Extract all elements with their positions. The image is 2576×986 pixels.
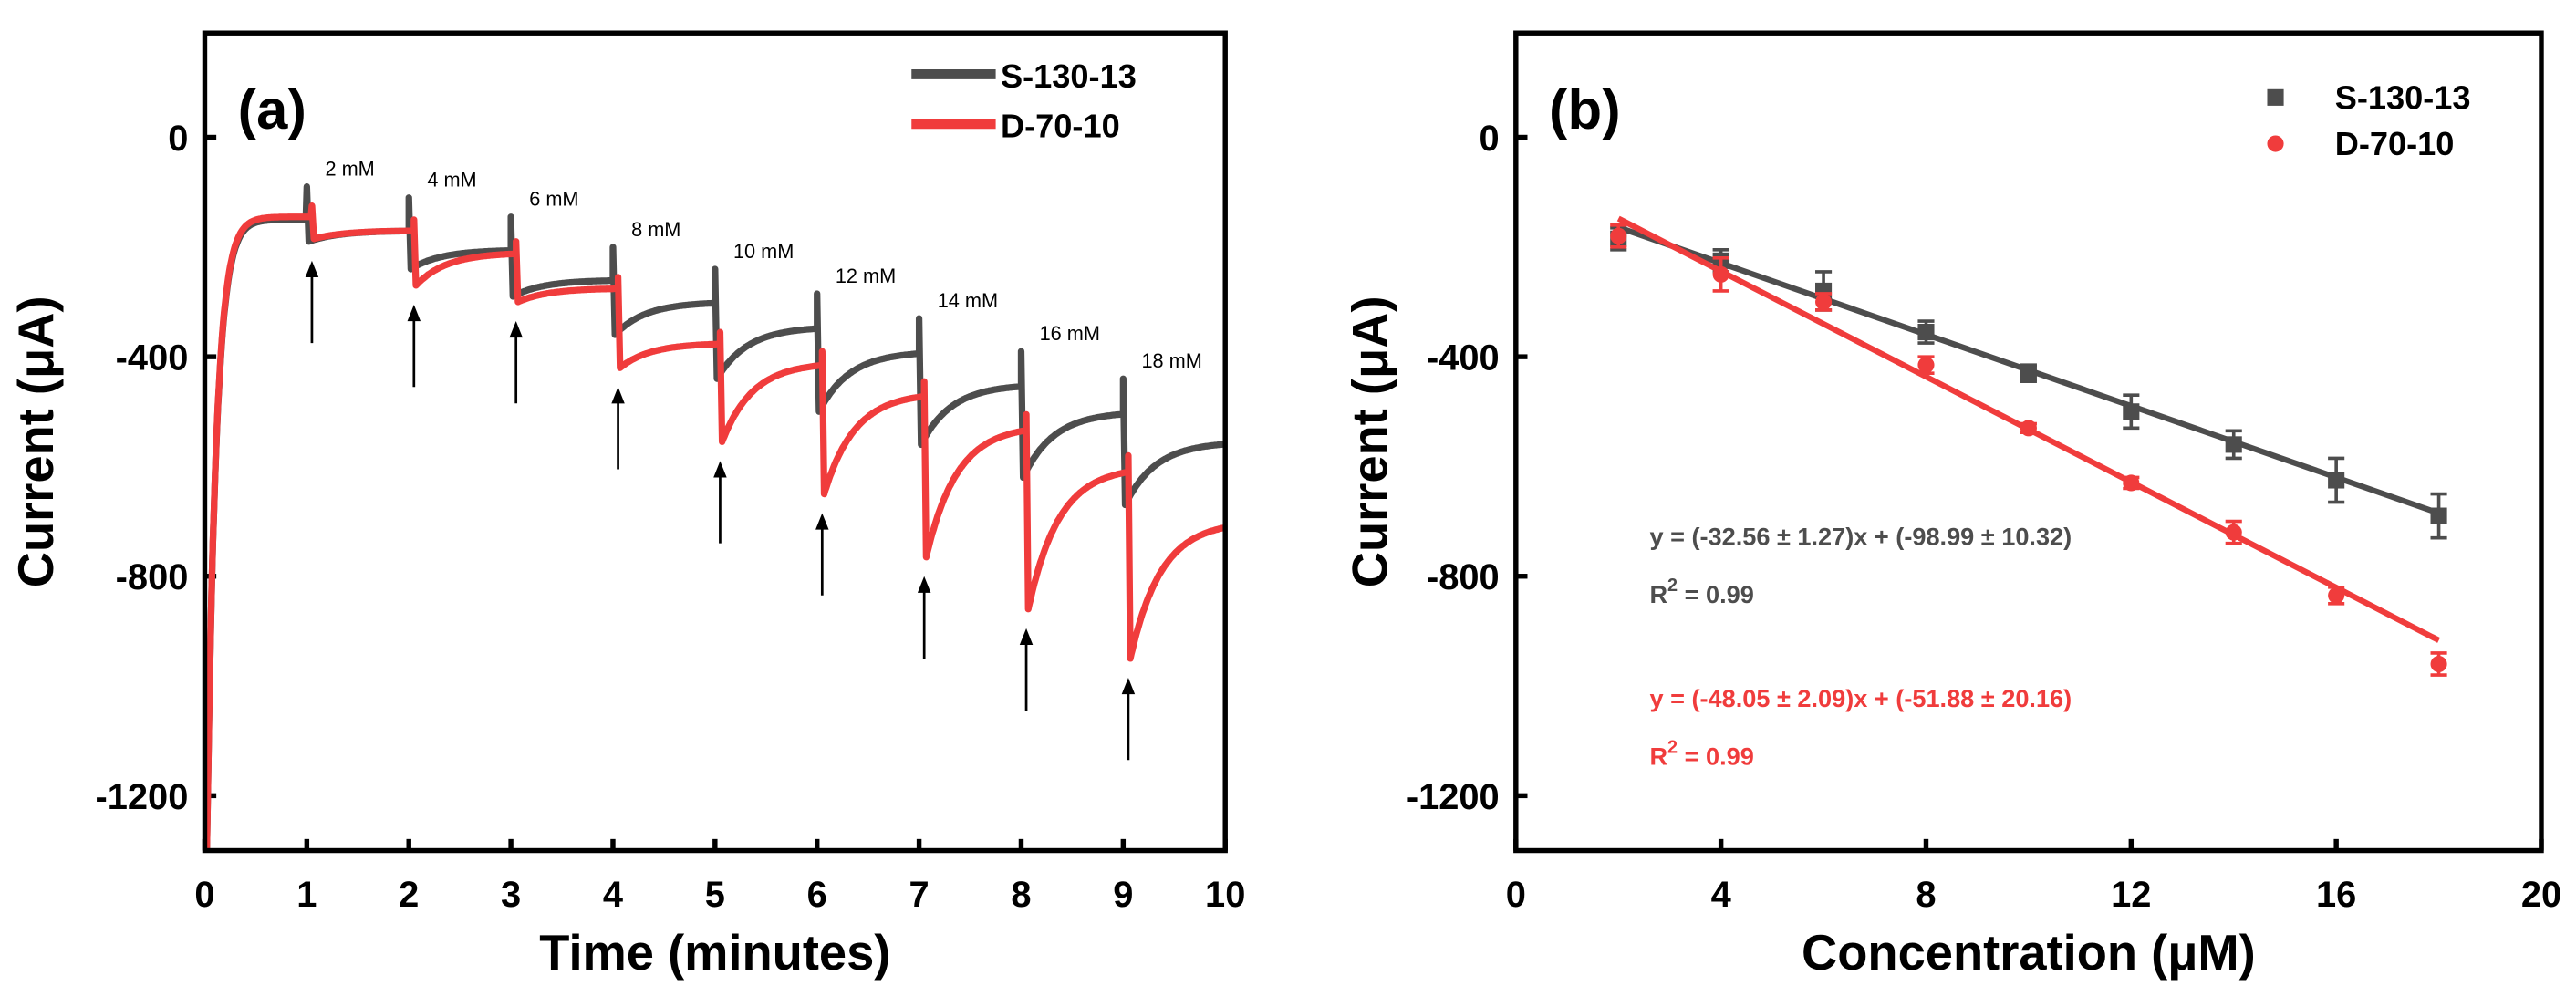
- arrow-head-icon: [917, 576, 931, 593]
- x-tick-label: 5: [705, 875, 725, 915]
- legend-label: D-70-10: [1001, 107, 1120, 144]
- data-point: [2430, 507, 2447, 524]
- arrow-head-icon: [1019, 628, 1034, 646]
- x-tick-label: 12: [2111, 875, 2151, 915]
- x-tick-label: 8: [1916, 875, 1936, 915]
- x-tick-label: 3: [501, 875, 521, 915]
- x-tick-label: 8: [1011, 875, 1031, 915]
- x-tick-label: 1: [296, 875, 317, 915]
- legend-marker-square-icon: [2267, 88, 2284, 106]
- legend-label: S-130-13: [2335, 79, 2471, 117]
- arrow-head-icon: [713, 461, 727, 478]
- plot-frame: [1513, 30, 2544, 854]
- legend-label: D-70-10: [2335, 125, 2455, 162]
- x-tick-label: 2: [399, 875, 419, 915]
- data-point: [1917, 324, 1935, 341]
- data-point: [2020, 365, 2037, 382]
- panel-b: 0 4 8 12 16 20 0 -400 -800 -1200 Concentration (μM…: [1343, 30, 2561, 981]
- arrow-head-icon: [815, 513, 829, 530]
- x-tick-label: 7: [909, 875, 930, 915]
- y-tick-label: -800: [116, 557, 189, 597]
- data-point: [2328, 586, 2345, 604]
- data-point: [1712, 265, 1729, 283]
- x-tick-label: 16: [2316, 875, 2356, 915]
- x-tick-label: 0: [1506, 875, 1526, 915]
- data-point: [2123, 474, 2140, 492]
- fit-equation: y = (-48.05 ± 2.09)x + (-51.88 ± 20.16): [1649, 684, 2072, 712]
- x-tick-label: 9: [1113, 875, 1133, 915]
- data-point: [2123, 403, 2140, 420]
- data-point: [2020, 420, 2037, 437]
- concentration-annotation: 6 mM: [529, 188, 578, 211]
- data-point: [1610, 227, 1627, 244]
- panel-label: (b): [1549, 78, 1621, 141]
- y-tick-label: -400: [116, 338, 189, 379]
- x-tick-label: 6: [807, 875, 827, 915]
- concentration-annotation: 12 mM: [836, 265, 896, 287]
- r-squared: R2 = 0.99: [1649, 738, 1753, 771]
- fit-equation: y = (-32.56 ± 1.27)x + (-98.99 ± 10.32): [1649, 523, 2072, 551]
- concentration-annotation: 18 mM: [1141, 349, 1201, 372]
- arrow-head-icon: [407, 304, 421, 322]
- legend-label: S-130-13: [1001, 57, 1137, 95]
- arrow-head-icon: [1121, 678, 1136, 695]
- y-tick-label: -1200: [96, 777, 189, 817]
- arrow-head-icon: [611, 387, 625, 404]
- data-point: [1917, 357, 1935, 374]
- y-tick-label: -1200: [1407, 777, 1500, 817]
- x-tick-label: 10: [1205, 875, 1245, 915]
- legend-marker-circle-icon: [2267, 135, 2284, 152]
- arrow-head-icon: [305, 260, 319, 277]
- y-axis-title: Current (μA): [1343, 296, 1398, 587]
- data-point: [2225, 436, 2242, 453]
- plot-frame: [202, 30, 1228, 854]
- y-tick-label: -800: [1427, 557, 1500, 597]
- series-line-s-130-13: [203, 182, 1228, 851]
- data-point: [2328, 472, 2345, 489]
- y-tick-label: 0: [1480, 119, 1500, 159]
- concentration-annotation: 10 mM: [733, 240, 794, 263]
- panel-a: 0 1 2 3 4 5 6 7 8 9 10 0 -400 -800 -1200 Time (minutes)…: [8, 30, 1245, 981]
- series-line-d-70-10: [203, 202, 1228, 851]
- x-tick-label: 0: [194, 875, 214, 915]
- y-tick-label: 0: [168, 119, 188, 159]
- y-tick-label: -400: [1427, 338, 1500, 379]
- data-point: [2225, 524, 2242, 541]
- concentration-annotation: 2 mM: [325, 158, 374, 181]
- x-tick-label: 20: [2521, 875, 2561, 915]
- panel-label: (a): [238, 78, 306, 141]
- x-axis-title: Concentration (μM): [1802, 925, 2256, 981]
- x-tick-label: 4: [603, 875, 623, 915]
- data-point: [1815, 293, 1833, 311]
- arrow-head-icon: [509, 321, 523, 338]
- concentration-annotation: 14 mM: [938, 289, 998, 312]
- x-tick-label: 4: [1711, 875, 1731, 915]
- r-squared: R2 = 0.99: [1649, 576, 1753, 608]
- data-point: [2430, 655, 2447, 673]
- concentration-annotation: 8 mM: [631, 218, 680, 241]
- concentration-annotation: 4 mM: [427, 169, 476, 192]
- y-axis-title: Current (μA): [8, 296, 64, 587]
- concentration-annotation: 16 mM: [1040, 322, 1100, 345]
- x-axis-title: Time (minutes): [539, 925, 890, 981]
